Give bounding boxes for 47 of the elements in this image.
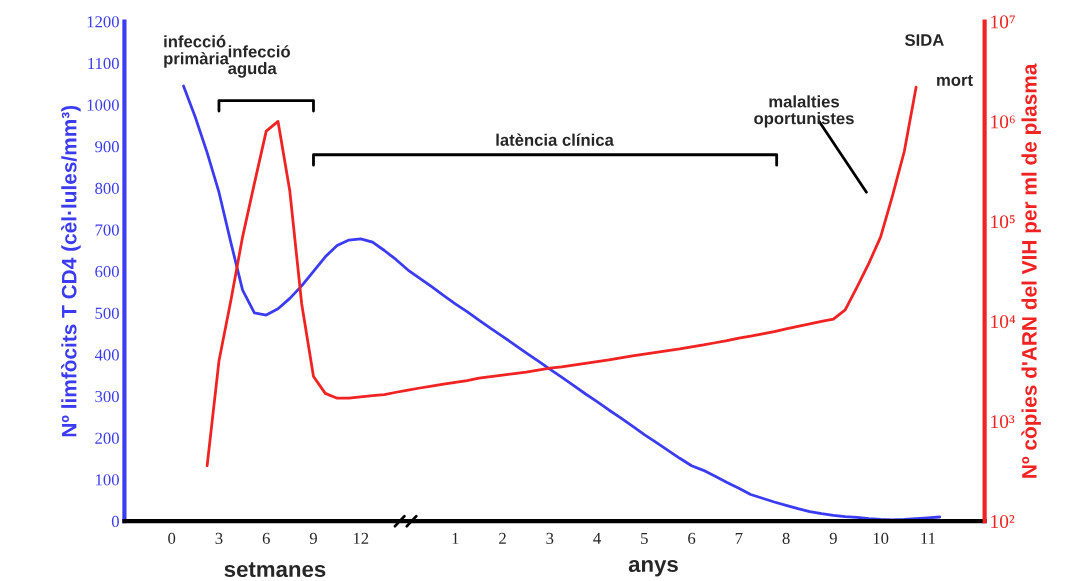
- annotation: mort: [937, 74, 973, 86]
- x-tick-label: 6: [262, 532, 270, 544]
- x-tick-label: 4: [593, 532, 601, 544]
- x-tick-label: 8: [782, 532, 790, 544]
- y-tick-label: 700: [95, 224, 119, 236]
- line-series: [182, 84, 942, 522]
- y-tick-label: 1100: [88, 57, 119, 70]
- y2-tick-label: 10⁶: [991, 115, 1015, 129]
- y2-tick-label: 10⁴: [991, 315, 1016, 329]
- text: setmanes: [224, 562, 326, 578]
- y-tick-label: 0: [111, 515, 119, 528]
- x-tick-label: 12: [353, 532, 369, 544]
- y-tick-label: 1000: [87, 99, 119, 111]
- x-tick-label: 5: [641, 532, 648, 544]
- text: anys: [628, 559, 678, 577]
- y-tick-label: 900: [95, 141, 119, 153]
- y-tick-label: 400: [94, 349, 119, 361]
- line-series: [205, 85, 918, 467]
- y-axis-title: Nº limfòcits T CD4 (cèl·lules/mm³): [61, 105, 81, 437]
- x-tick-label: 1: [452, 532, 459, 544]
- annotation: latència clínica: [496, 133, 614, 146]
- y2-tick-label: 10⁵: [991, 215, 1015, 229]
- y2-axis-title: Nº còpies d'ARN del VIH per ml de plasma: [1021, 63, 1041, 478]
- y2-tick-label: 10³: [991, 415, 1015, 429]
- annotation: infecció primària: [164, 35, 230, 68]
- y2-tick-label: 10⁷: [991, 15, 1015, 29]
- x-tick-label: 7: [735, 532, 743, 544]
- y2-tick-label: 10²: [991, 514, 1015, 529]
- annotation: malalties oportunistes: [754, 95, 854, 128]
- x-tick-label: 2: [499, 532, 506, 544]
- x-tick-label: 0: [168, 532, 176, 544]
- y-tick-label: 100: [96, 474, 119, 486]
- x-tick-label: 6: [688, 532, 696, 544]
- x-tick-label: 9: [309, 532, 317, 544]
- x-tick-label: 3: [215, 532, 223, 544]
- y-tick-label: 200: [95, 432, 119, 444]
- x-tick-label: 11: [921, 532, 935, 544]
- y-tick-label: 800: [95, 182, 119, 194]
- y-tick-label: 500: [95, 307, 119, 319]
- y-tick-label: 1200: [87, 16, 119, 28]
- x-tick-label: 10: [873, 532, 889, 544]
- annotation: SIDA: [904, 34, 944, 46]
- y-tick-label: 300: [95, 390, 119, 403]
- annotation: infecció aguda: [228, 45, 290, 78]
- x-tick-label: 3: [546, 532, 554, 544]
- x-tick-label: 9: [829, 532, 837, 544]
- y-tick-label: 600: [95, 266, 119, 278]
